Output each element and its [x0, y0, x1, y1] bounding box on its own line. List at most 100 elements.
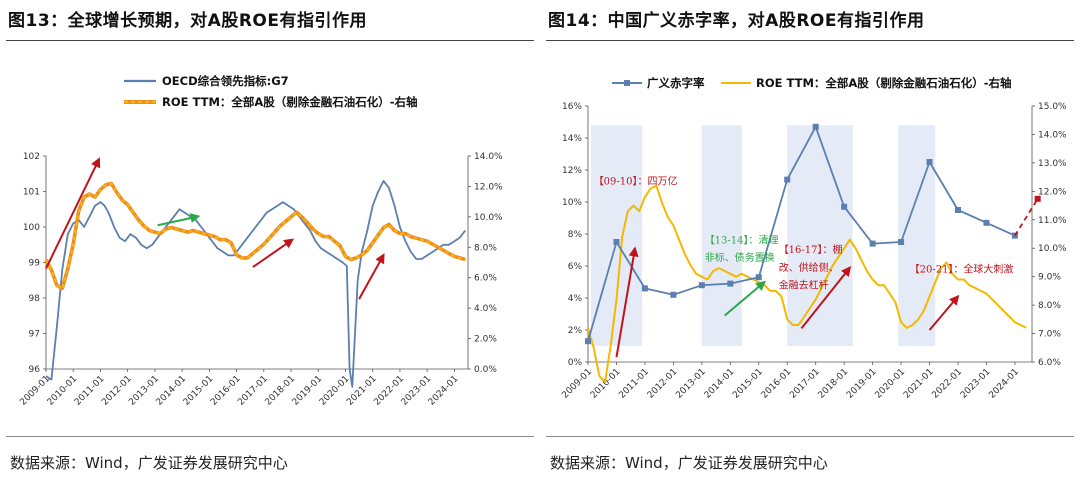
left-tick-label: 97 — [29, 330, 40, 340]
deficit-point — [641, 285, 648, 292]
trend-arrow-up — [358, 253, 385, 300]
left-tick-label: 10% — [562, 198, 582, 208]
deficit-point — [585, 338, 591, 345]
oecd-roe-chart: OECD综合领先指标:G7 ROE TTM：全部A股（剔除金融石油石化）-右轴 96… — [18, 74, 503, 408]
deficit-point — [898, 239, 905, 245]
deficit-point — [926, 159, 933, 165]
x-tick-label: 2021-01 — [902, 367, 936, 401]
title-rule — [6, 40, 534, 41]
x-tick-label: 2023-01 — [959, 367, 993, 401]
left-tick-label: 12% — [562, 166, 582, 176]
right-tick-label: 6.0% — [474, 274, 497, 284]
left-tick-label: 101 — [23, 188, 40, 198]
trend-arrow-up — [615, 246, 639, 358]
source-rule — [6, 436, 534, 437]
trend-arrow-up — [252, 238, 295, 268]
annotation-1617-line3: 金融去杠杆 — [779, 278, 829, 291]
shaded-period — [701, 125, 742, 346]
annotation-2021: 【20-21】：全球大刺激 — [910, 262, 1014, 275]
legend-label-roe: ROE TTM：全部A股（剔除金融石油石化）-右轴 — [162, 95, 418, 109]
series-line-roe — [587, 184, 1027, 383]
legend-label-roe: ROE TTM：全部A股（剔除金融石油石化）-右轴 — [756, 76, 1012, 90]
right-tick-label: 7.0% — [1038, 330, 1061, 340]
x-tick-label: 2024-01 — [987, 367, 1021, 401]
left-tick-label: 2% — [568, 326, 583, 336]
right-tick-label: 8.0% — [474, 243, 497, 253]
x-tick-label: 2024-01 — [427, 374, 461, 408]
x-tick-label: 2013-01 — [674, 367, 708, 401]
chart-panel-oecd: 图13：全球增长预期，对A股ROE有指引作用 OECD综合领先指标:G7 ROE … — [6, 0, 534, 479]
x-tick-label: 2017-01 — [788, 367, 822, 401]
x-tick-label: 2020-01 — [874, 367, 908, 401]
left-tick-label: 14% — [562, 134, 582, 144]
trend-arrow-green — [723, 280, 766, 317]
trend-arrow-green — [157, 213, 201, 227]
deficit-point — [812, 123, 819, 130]
left-tick-label: 96 — [29, 365, 41, 375]
deficit-point — [955, 207, 961, 213]
right-tick-label: 11.0% — [1038, 216, 1067, 226]
deficit-point — [869, 240, 876, 247]
left-tick-label: 8% — [568, 230, 583, 240]
deficit-point — [983, 219, 990, 226]
chart-title: 图14：中国广义赤字率，对A股ROE有指引作用 — [548, 11, 925, 31]
right-tick-label: 8.0% — [1038, 301, 1061, 311]
right-tick-label: 14.0% — [474, 152, 503, 162]
right-tick-label: 9.0% — [1038, 273, 1061, 283]
forecast-dashed-line — [1014, 198, 1039, 237]
trend-arrow-up — [928, 294, 960, 331]
annotation-1314: 【13-14】：清理 — [705, 234, 779, 247]
x-tick-label: 2018-01 — [817, 367, 851, 401]
deficit-point — [784, 176, 791, 183]
deficit-point — [727, 280, 734, 287]
chart-title: 图13：全球增长预期，对A股ROE有指引作用 — [8, 11, 367, 31]
source-rule — [546, 436, 1074, 437]
right-tick-label: 10.0% — [1038, 244, 1067, 254]
right-tick-label: 2.0% — [474, 335, 497, 345]
legend-label-oecd: OECD综合领先指标:G7 — [162, 74, 289, 88]
legend-label-deficit: 广义赤字率 — [647, 76, 705, 90]
series-line-roe — [45, 182, 466, 290]
left-tick-label: 4% — [568, 294, 583, 304]
right-tick-label: 13.0% — [1038, 159, 1067, 169]
deficit-point — [698, 282, 705, 289]
left-tick-label: 102 — [23, 152, 40, 162]
annotation-1617: 【16-17】：棚 — [779, 243, 843, 256]
chart-panel-deficit: 图14：中国广义赤字率，对A股ROE有指引作用 广义赤字率 ROE TTM：全部A… — [546, 0, 1074, 479]
right-tick-label: 0.0% — [474, 365, 497, 375]
annotation-0910: 【09-10】：四万亿 — [594, 174, 678, 187]
shaded-period — [590, 125, 643, 346]
data-source: 数据来源：Wind，广发证券发展研究中心 — [550, 454, 828, 472]
x-tick-label: 2019-01 — [845, 367, 879, 401]
right-tick-label: 12.0% — [474, 182, 503, 192]
annotation-1314-line2: 非标、债务置换 — [705, 251, 775, 264]
right-tick-label: 14.0% — [1038, 130, 1067, 140]
x-tick-label: 2012-01 — [646, 367, 680, 401]
shaded-period — [787, 125, 853, 346]
x-tick-label: 2016-01 — [760, 367, 794, 401]
x-tick-label: 2009-01 — [560, 367, 594, 401]
right-tick-label: 6.0% — [1038, 358, 1061, 368]
right-tick-label: 10.0% — [474, 213, 503, 223]
x-tick-label: 2014-01 — [703, 367, 737, 401]
deficit-point — [841, 203, 848, 210]
forecast-point — [1034, 195, 1041, 202]
right-tick-label: 4.0% — [474, 304, 497, 314]
deficit-point — [755, 274, 762, 281]
title-rule — [546, 40, 1074, 41]
right-tick-label: 12.0% — [1038, 187, 1067, 197]
right-tick-label: 15.0% — [1038, 102, 1067, 112]
left-tick-label: 6% — [568, 262, 583, 272]
series-line-deficit — [587, 125, 1016, 342]
series-line-oecd — [45, 180, 467, 388]
legend-swatch-deficit-marker — [624, 80, 630, 86]
deficit-point — [670, 291, 677, 298]
left-tick-label: 16% — [562, 102, 582, 112]
deficit-point — [613, 239, 620, 245]
x-tick-label: 2022-01 — [930, 367, 964, 401]
data-source: 数据来源：Wind，广发证券发展研究中心 — [10, 454, 288, 472]
x-tick-label: 2011-01 — [617, 367, 651, 401]
left-tick-label: 100 — [23, 223, 40, 233]
annotation-1617-line2: 改、供给侧、 — [779, 261, 839, 274]
trend-arrow-up — [45, 157, 101, 270]
